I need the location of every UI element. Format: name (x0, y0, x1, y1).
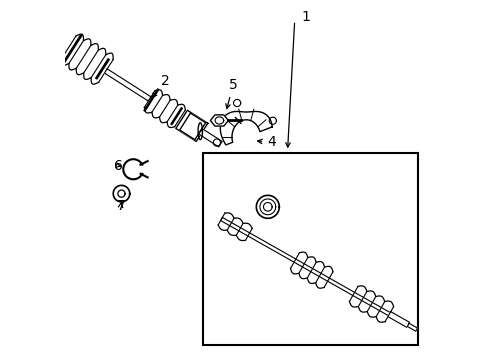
Text: 2: 2 (152, 75, 170, 97)
Polygon shape (220, 217, 402, 323)
Polygon shape (210, 115, 228, 126)
Text: 1: 1 (301, 10, 309, 24)
Text: 7: 7 (116, 199, 125, 213)
Bar (203, 153, 418, 345)
Polygon shape (256, 195, 279, 218)
Polygon shape (220, 112, 272, 145)
Text: 3: 3 (284, 198, 302, 212)
Polygon shape (104, 69, 151, 101)
Text: 4: 4 (257, 135, 275, 149)
Polygon shape (179, 113, 205, 140)
Text: 5: 5 (225, 78, 237, 108)
Text: 6: 6 (114, 159, 122, 173)
Polygon shape (113, 185, 129, 202)
Polygon shape (407, 323, 417, 331)
Polygon shape (176, 110, 207, 141)
Polygon shape (198, 129, 222, 147)
Polygon shape (387, 312, 409, 327)
